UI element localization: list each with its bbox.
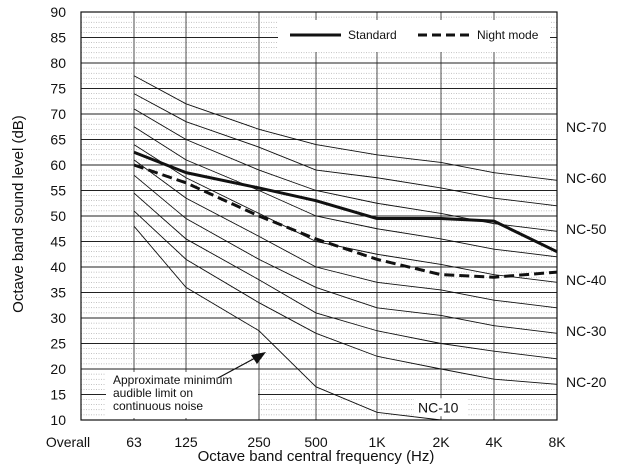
y-tick-label: 25: [50, 336, 66, 352]
legend: Standard Night mode: [278, 20, 550, 52]
y-tick-labels: 10 15 20 25 30 35 40 45 50 55 60 65 70 75 80 85 90: [50, 4, 66, 428]
y-tick-label: 80: [50, 55, 66, 71]
x-tick-labels: Overall 63 125 250 500 1K 2K 4K 8K: [46, 434, 566, 450]
y-tick-label: 70: [50, 106, 66, 122]
x-tick-label: 1K: [368, 434, 386, 450]
nc-label: NC-40: [566, 272, 607, 288]
nc-curve-5: [133, 159, 558, 309]
annotation-arrow-head: [251, 352, 266, 364]
y-tick-label: 65: [50, 132, 66, 148]
nc-curve-7: [133, 192, 558, 360]
nc-label: NC-10: [418, 399, 459, 415]
x-tick-label: 125: [174, 434, 198, 450]
x-axis-title: Octave band central frequency (Hz): [198, 448, 435, 465]
annotation-background: [106, 372, 258, 418]
nc-curve-9: [133, 225, 442, 421]
nc-label: NC-30: [566, 323, 607, 339]
legend-label-standard: Standard: [348, 28, 397, 42]
x-tick-label: 4K: [485, 434, 503, 450]
x-tick-label: 2K: [432, 434, 450, 450]
annotation-line-1: Approximate minimum: [113, 373, 232, 387]
y-tick-label: 50: [50, 208, 66, 224]
y-tick-label: 75: [50, 81, 66, 97]
y-tick-label: 20: [50, 361, 66, 377]
nc-labels: NC-70 NC-60 NC-50 NC-40 NC-30 NC-20 NC-10: [414, 119, 607, 417]
annotation-arrow-shaft: [217, 356, 258, 379]
nc-label: NC-50: [566, 221, 607, 237]
nc-curve-6: [133, 174, 558, 334]
nc-curve-1: [133, 93, 558, 207]
nc-label: NC-70: [566, 119, 607, 135]
series-lines: [133, 150, 558, 279]
x-tick-label: 63: [126, 434, 142, 450]
y-tick-label: 40: [50, 259, 66, 275]
x-tick-label: 250: [247, 434, 271, 450]
y-tick-label: 55: [50, 183, 66, 199]
x-tick-label: Overall: [46, 434, 90, 450]
y-tick-label: 90: [50, 4, 66, 20]
series-line-standard: [133, 150, 558, 254]
y-tick-label: 30: [50, 310, 66, 326]
nc-curve-8: [133, 210, 558, 385]
y-tick-label: 60: [50, 157, 66, 173]
y-tick-label: 85: [50, 30, 66, 46]
nc-label: NC-20: [566, 374, 607, 390]
nc-label: NC-60: [566, 170, 607, 186]
series-line-night-mode: [133, 163, 558, 279]
y-tick-label: 35: [50, 285, 66, 301]
annotation: Approximate minimum audible limit on con…: [106, 352, 266, 418]
x-tick-label: 8K: [548, 434, 566, 450]
y-tick-label: 10: [50, 412, 66, 428]
annotation-line-2: audible limit on: [113, 386, 193, 400]
y-tick-label: 45: [50, 234, 66, 250]
y-tick-label: 15: [50, 387, 66, 403]
annotation-line-3: continuous noise: [113, 399, 203, 413]
y-axis-title: Octave band sound level (dB): [10, 115, 27, 313]
nc-curve-0: [133, 75, 558, 181]
nc-curve-3: [133, 126, 558, 258]
x-tick-label: 500: [304, 434, 328, 450]
legend-label-night-mode: Night mode: [477, 28, 539, 42]
nc-curves: [133, 75, 558, 421]
plot-frame: [80, 11, 558, 421]
nc-label-background: [414, 398, 468, 417]
